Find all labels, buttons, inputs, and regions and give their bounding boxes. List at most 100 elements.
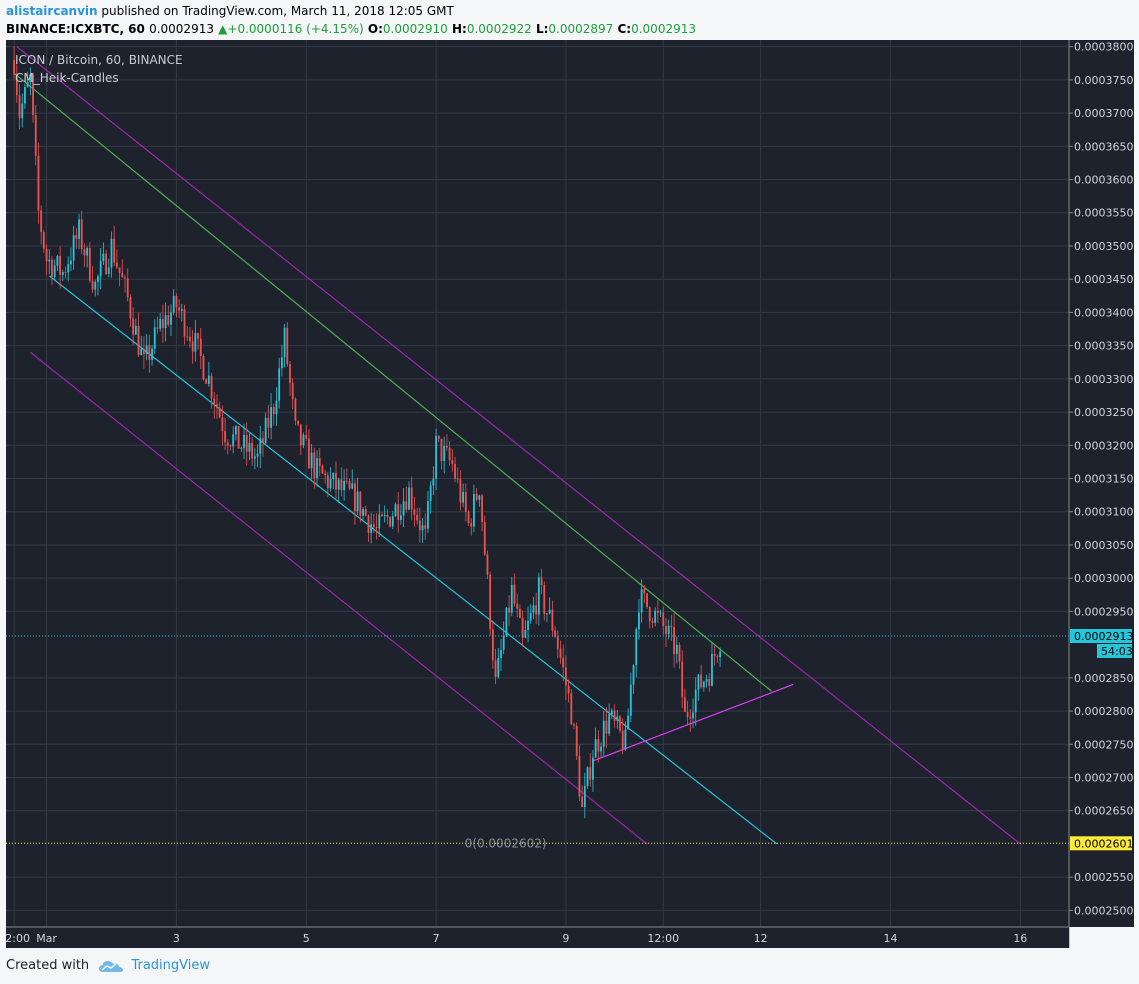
candle-body	[502, 635, 505, 650]
candle-body	[94, 281, 97, 290]
candle-body	[170, 312, 172, 325]
candle-body	[489, 574, 492, 630]
candle-body	[524, 630, 527, 638]
change-value: +0.0000116 (+4.15%)	[227, 22, 364, 36]
candle-body	[67, 264, 70, 273]
open-label: O:	[367, 22, 383, 36]
candle-body	[562, 657, 565, 668]
chart-container[interactable]: 0(0.0002602) ICON / Bitcoin, 60, BINANCE…	[0, 40, 1134, 948]
trendlines[interactable]	[13, 46, 1021, 845]
candle-body	[583, 786, 586, 808]
candle-body	[619, 716, 621, 731]
candle-body	[245, 434, 248, 452]
candle-body	[719, 651, 721, 658]
candle-body	[651, 621, 654, 623]
candle-body	[670, 625, 673, 628]
candle-body	[546, 613, 548, 615]
price-tick-label: 0.0003350	[1074, 340, 1134, 353]
author-link[interactable]: alistaircanvin	[6, 4, 98, 18]
candle-body	[646, 593, 648, 608]
candle-body	[156, 327, 159, 329]
candle-body	[594, 739, 597, 758]
candle-body	[486, 554, 489, 575]
candle-body	[521, 617, 524, 638]
publish-info: alistaircanvin published on TradingView.…	[6, 4, 454, 18]
candle-body	[605, 720, 608, 734]
price-tick-label: 0.0003300	[1074, 373, 1134, 386]
candle-body	[226, 442, 229, 446]
candle-body	[713, 653, 716, 657]
candle-body	[153, 327, 156, 349]
candle-body	[475, 493, 478, 500]
candle-body	[143, 348, 145, 355]
candle-body	[362, 509, 364, 516]
candle-body	[497, 658, 500, 677]
time-axis[interactable]	[6, 927, 1069, 948]
tradingview-link[interactable]: TradingView	[131, 958, 210, 973]
candle-body	[437, 435, 440, 439]
candle-body	[354, 483, 356, 512]
published-text: published on TradingView.com, March 11, …	[101, 4, 454, 18]
candle-body	[513, 584, 516, 604]
candle-body	[375, 527, 378, 529]
plot-area[interactable]	[6, 40, 1069, 927]
candle-body	[681, 661, 684, 698]
high-label: H:	[452, 22, 467, 36]
low-level-label-bg	[1070, 836, 1132, 851]
candle-body	[624, 729, 627, 750]
candle-body	[635, 629, 638, 666]
candle-body	[643, 589, 646, 594]
candle-body	[443, 445, 446, 462]
candle-body	[183, 309, 186, 337]
candle-body	[21, 103, 24, 119]
candle-body	[613, 710, 616, 721]
low-value: 0.0002897	[548, 22, 614, 36]
candle-body	[529, 612, 532, 621]
candle-body	[629, 684, 632, 716]
candle-body	[137, 325, 140, 356]
price-chart[interactable]: 0(0.0002602) ICON / Bitcoin, 60, BINANCE…	[0, 40, 1134, 948]
price-tick-label: 0.0003750	[1074, 74, 1134, 87]
candle-body	[659, 612, 662, 614]
candle-body	[400, 515, 402, 520]
time-tick-label: 12:00	[6, 932, 30, 945]
candle-body	[602, 720, 605, 747]
price-axis-ticks: 0.0003800 0.0003750 0.0003700 0.0003650 0.00…	[1069, 41, 1134, 917]
candle-body	[232, 434, 235, 447]
time-tick-label: 5	[303, 932, 310, 945]
candle-body	[297, 420, 300, 425]
candle-body	[689, 717, 692, 719]
price-tick-label: 0.0002950	[1074, 605, 1134, 618]
candle-body	[556, 636, 559, 649]
price-tick-label: 0.0003100	[1074, 506, 1134, 519]
candle-body	[616, 716, 619, 721]
candle-body	[259, 438, 262, 454]
price-tick-label: 0.0003650	[1074, 140, 1134, 153]
legend-indicator: CM_Heik-Candles	[15, 71, 119, 85]
candle-body	[59, 255, 61, 275]
price-axis[interactable]	[1069, 40, 1134, 927]
candle-body	[483, 522, 486, 555]
trendline-outer-lower	[29, 351, 648, 845]
price-tick-label: 0.0002650	[1074, 805, 1134, 818]
candle-body	[408, 487, 410, 510]
candle-body	[88, 247, 91, 281]
candle-body	[656, 610, 659, 613]
price-tick-label: 0.0002850	[1074, 672, 1134, 685]
candle-body	[711, 653, 713, 686]
candle-body	[424, 525, 427, 529]
candle-body	[516, 603, 519, 609]
candle-body	[632, 665, 635, 685]
candle-body	[537, 577, 540, 615]
candle-body	[199, 338, 202, 356]
candle-body	[662, 612, 665, 626]
candle-body	[83, 248, 86, 256]
candle-body	[34, 114, 37, 156]
up-arrow-icon: ▲	[218, 22, 228, 36]
candle-body	[578, 755, 581, 797]
candle-body	[164, 315, 167, 329]
candle-body	[129, 297, 132, 319]
candle-body	[180, 309, 183, 311]
candle-body	[99, 261, 102, 277]
candle-body	[340, 479, 343, 491]
